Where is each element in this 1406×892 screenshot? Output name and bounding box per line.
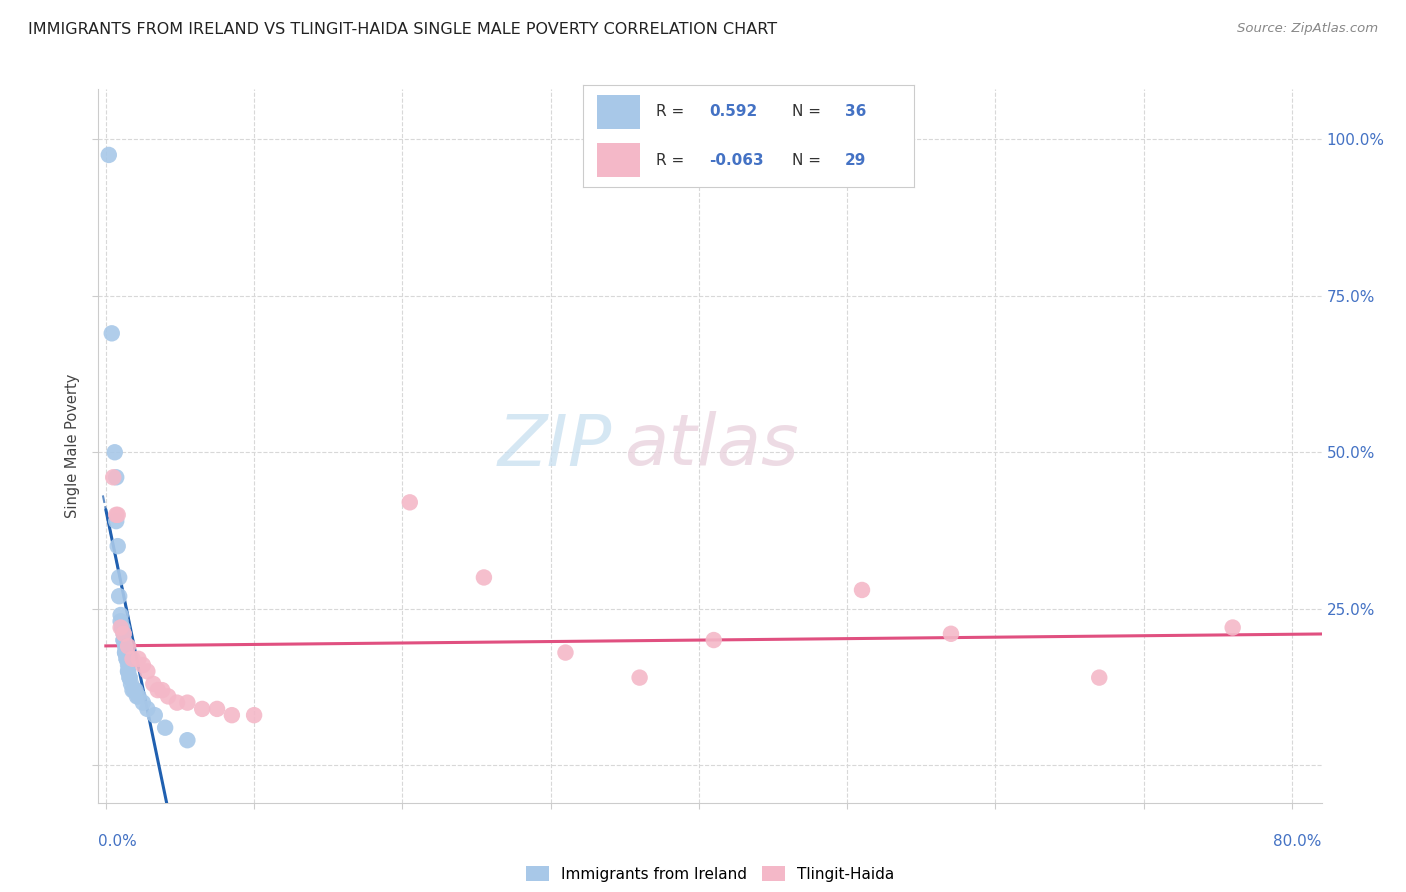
Point [176,733,198,747]
Point [120,677,142,691]
Text: 0.592: 0.592 [709,104,758,120]
Legend: Immigrants from Ireland, Tlingit-Haida: Immigrants from Ireland, Tlingit-Haida [519,860,901,888]
Point [108,589,131,603]
Point [153,721,176,735]
Point [97,148,120,162]
Point [628,671,651,685]
Point [121,652,143,666]
Text: ZIP: ZIP [498,411,612,481]
Text: IMMIGRANTS FROM IRELAND VS TLINGIT-HAIDA SINGLE MALE POVERTY CORRELATION CHART: IMMIGRANTS FROM IRELAND VS TLINGIT-HAIDA… [28,22,778,37]
Point [108,570,131,584]
Point [136,702,159,716]
Point [105,508,128,522]
Point [117,640,139,654]
Point [127,652,149,666]
Point [939,627,962,641]
Point [112,633,135,648]
Point [176,696,198,710]
Text: 29: 29 [845,153,866,168]
Point [1088,671,1111,685]
Point [703,633,725,648]
Point [112,627,135,641]
Point [191,702,214,716]
Point [398,495,420,509]
Point [136,665,159,679]
Point [205,702,228,716]
Point [114,646,136,660]
Text: -0.063: -0.063 [709,153,763,168]
Text: N =: N = [792,153,821,168]
Point [143,708,166,723]
Point [105,514,128,528]
Point [117,665,139,679]
Bar [596,95,640,128]
Point [112,633,135,648]
Point [107,539,129,553]
Point [146,683,169,698]
Text: R =: R = [657,104,685,120]
Point [111,621,134,635]
Point [118,671,141,685]
Point [122,683,145,698]
Point [117,658,139,673]
Text: 0.0%: 0.0% [98,834,138,849]
Point [1222,621,1244,635]
Point [103,470,125,484]
Point [127,690,149,704]
Point [851,582,873,597]
Text: 36: 36 [845,104,866,120]
Point [115,652,138,666]
Text: R =: R = [657,153,685,168]
Text: 80.0%: 80.0% [1274,834,1322,849]
Point [104,445,127,459]
Text: N =: N = [792,104,821,120]
Bar [596,144,640,177]
Text: atlas: atlas [624,411,799,481]
Point [472,570,495,584]
Point [124,683,146,698]
Point [110,621,132,635]
Point [114,640,136,654]
Point [132,696,155,710]
Point [132,658,155,673]
Y-axis label: Single Male Poverty: Single Male Poverty [65,374,80,518]
Point [121,683,143,698]
Point [112,627,135,641]
Point [125,690,148,704]
Text: Source: ZipAtlas.com: Source: ZipAtlas.com [1237,22,1378,36]
Point [117,665,139,679]
Point [105,470,128,484]
Point [166,696,188,710]
Point [110,607,132,622]
Point [142,677,165,691]
Point [157,690,180,704]
Point [100,326,122,341]
Point [111,621,134,635]
Point [221,708,243,723]
Point [114,646,136,660]
Point [107,508,129,522]
Point [118,671,141,685]
Point [554,646,576,660]
Point [243,708,266,723]
Point [150,683,173,698]
Point [110,614,132,628]
Point [115,652,138,666]
